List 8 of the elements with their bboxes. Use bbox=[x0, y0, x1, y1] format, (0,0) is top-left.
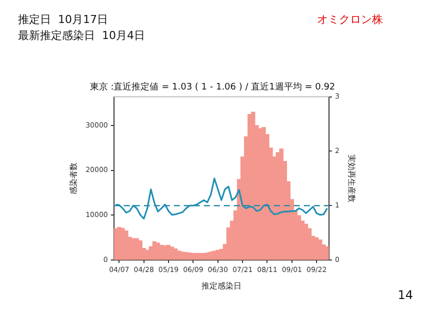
text: 14 bbox=[398, 288, 413, 302]
text: 推定日 10月17日 bbox=[18, 12, 108, 27]
y-axis-title: 感染者数 bbox=[68, 162, 78, 194]
chart-title: 東京 :直近推定値 = 1.03 ( 1 - 1.06 ) / 直近1週平均 = 0.92 bbox=[90, 82, 336, 93]
x-axis-title: 推定感染日 bbox=[201, 281, 242, 290]
y2-axis-title: 実効再生産数 bbox=[347, 154, 356, 202]
text: オミクロン株 bbox=[317, 12, 383, 27]
text: 最新推定感染日 10月4日 bbox=[18, 28, 145, 43]
